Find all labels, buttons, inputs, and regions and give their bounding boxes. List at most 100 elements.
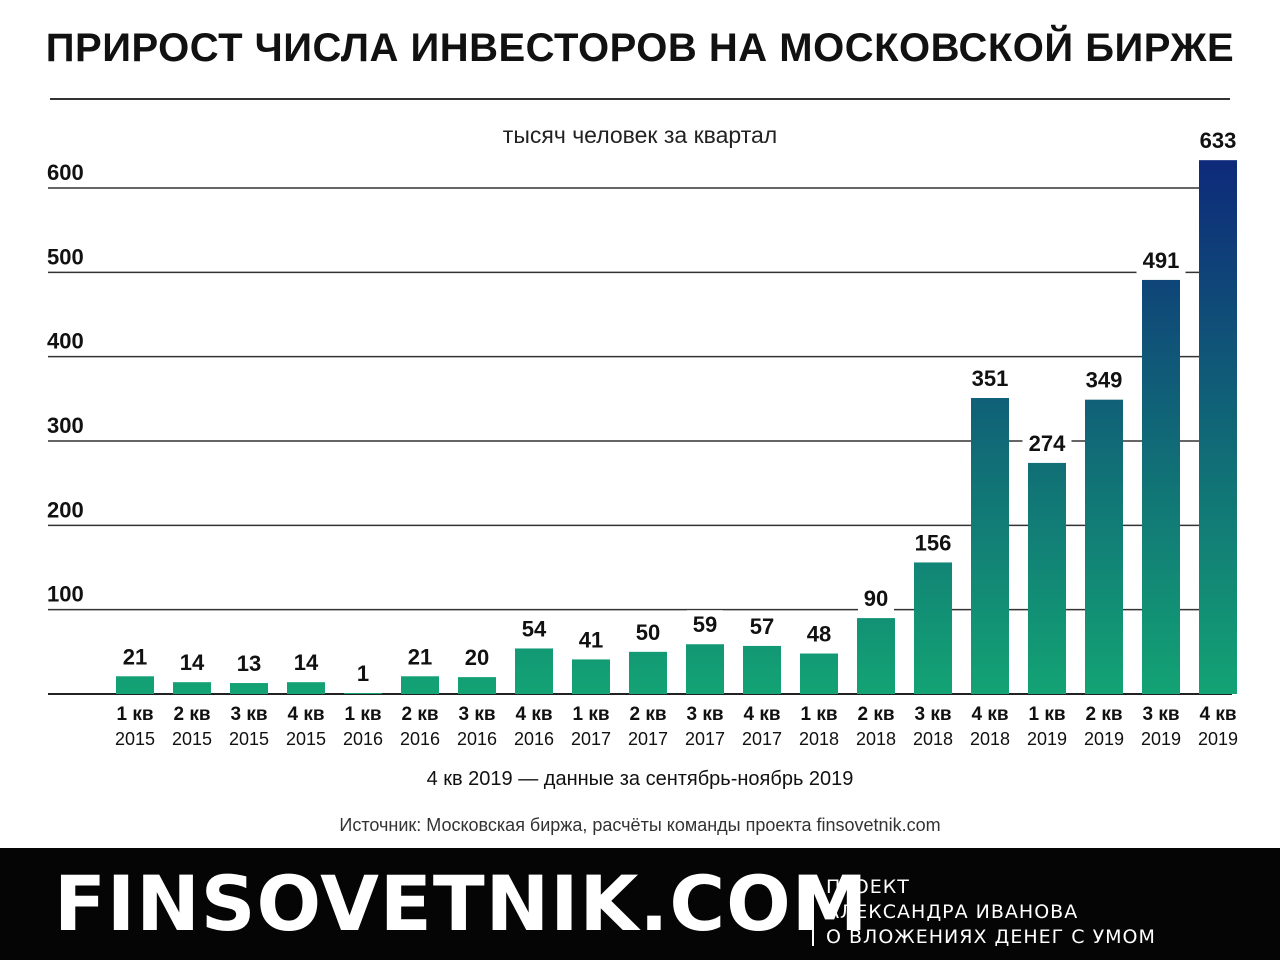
x-tick-quarter: 3 кв — [686, 704, 723, 725]
value-label-backdrop — [965, 363, 1015, 392]
value-label-backdrop — [1193, 126, 1243, 155]
bar — [743, 645, 781, 694]
x-tick-quarter: 3 кв — [1142, 704, 1179, 725]
bar — [458, 677, 496, 694]
bar-value-label: 13 — [237, 651, 261, 676]
value-label-backdrop — [351, 659, 375, 688]
value-label-backdrop — [858, 584, 894, 613]
bar — [1199, 160, 1237, 695]
x-tick-year: 2015 — [115, 729, 155, 749]
bar-value-label: 21 — [408, 644, 432, 669]
x-tick-quarter: 4 кв — [971, 704, 1008, 725]
y-axis-ticks: 100 200 300 400 500 600 — [47, 160, 84, 607]
bar-value-label: 14 — [180, 650, 205, 675]
bar-value-label: 54 — [522, 616, 547, 641]
x-tick-year: 2018 — [970, 729, 1010, 749]
value-label-backdrop — [1022, 428, 1072, 457]
value-label-backdrop — [459, 643, 495, 672]
brand-logo-text: FINSOVETNIK.COM — [54, 859, 869, 948]
x-tick-quarter: 4 кв — [743, 704, 780, 725]
bar — [629, 651, 667, 694]
x-tick-quarter: 2 кв — [173, 704, 210, 725]
value-label-backdrop — [630, 617, 666, 646]
x-tick-quarter: 1 кв — [800, 704, 837, 725]
x-tick-quarter: 1 кв — [116, 704, 153, 725]
y-tick-label: 100 — [47, 582, 84, 607]
x-tick-year: 2016 — [514, 729, 554, 749]
bar — [971, 397, 1009, 694]
x-tick-quarter: 4 кв — [515, 704, 552, 725]
x-tick-year: 2015 — [172, 729, 212, 749]
x-tick-year: 2018 — [856, 729, 896, 749]
bar-value-label: 41 — [579, 627, 603, 652]
y-tick-label: 500 — [47, 244, 84, 269]
x-tick-year: 2019 — [1084, 729, 1124, 749]
x-tick-year: 2018 — [799, 729, 839, 749]
bar — [401, 676, 439, 694]
bar-value-label: 21 — [123, 644, 147, 669]
value-label-backdrop — [516, 614, 552, 643]
bar — [857, 618, 895, 694]
bar-value-label: 50 — [636, 620, 660, 645]
q4-footnote: 4 кв 2019 — данные за сентябрь-ноябрь 20… — [426, 768, 854, 790]
value-label-backdrop — [908, 528, 958, 557]
x-tick-quarter: 2 кв — [1085, 704, 1122, 725]
x-axis-labels: 1 кв 2015 2 кв 2015 3 кв 2015 4 кв 2015 1 кв 2016… — [115, 704, 1238, 749]
x-tick-year: 2016 — [400, 729, 440, 749]
bar — [1028, 462, 1066, 694]
project-tagline: ПРОЕКТ АЛЕКСАНДРА ИВАНОВА О ВЛОЖЕНИЯХ ДЕ… — [812, 870, 1280, 950]
x-tick-quarter: 3 кв — [914, 704, 951, 725]
value-label-backdrop — [174, 648, 210, 677]
x-tick-quarter: 3 кв — [458, 704, 495, 725]
bar-value-label: 20 — [465, 645, 489, 670]
bar-value-label: 57 — [750, 614, 774, 639]
bar — [344, 693, 382, 694]
x-tick-year: 2019 — [1027, 729, 1067, 749]
x-tick-year: 2019 — [1198, 729, 1238, 749]
bar-value-label: 90 — [864, 586, 888, 611]
x-tick-quarter: 2 кв — [629, 704, 666, 725]
bar — [1085, 399, 1123, 694]
bar-value-label: 633 — [1200, 128, 1237, 153]
tagline-line-1: ПРОЕКТ — [826, 876, 910, 898]
value-label-backdrop — [117, 642, 153, 671]
bar — [287, 682, 325, 694]
x-tick-year: 2016 — [343, 729, 383, 749]
value-label-backdrop — [1136, 245, 1186, 274]
x-tick-year: 2017 — [571, 729, 611, 749]
tagline-line-3: О ВЛОЖЕНИЯХ ДЕНЕГ С УМОМ — [826, 926, 1156, 948]
x-tick-year: 2015 — [286, 729, 326, 749]
value-label-backdrop — [1079, 365, 1129, 394]
bar-value-label: 48 — [807, 622, 831, 647]
bar — [572, 659, 610, 694]
bars: 21 14 13 14 1 21 20 54 41 50 59 57 48 90 156 351 274 349 4… — [116, 126, 1243, 695]
x-tick-quarter: 2 кв — [857, 704, 894, 725]
value-label-backdrop — [231, 649, 267, 678]
bar-value-label: 14 — [294, 650, 319, 675]
footer-banner — [0, 848, 1280, 960]
value-label-backdrop — [744, 611, 780, 640]
bar — [116, 676, 154, 694]
tagline-divider — [812, 876, 814, 946]
bar — [800, 653, 838, 694]
x-tick-year: 2017 — [628, 729, 668, 749]
value-label-backdrop — [402, 642, 438, 671]
x-tick-quarter: 3 кв — [230, 704, 267, 725]
value-label-backdrop — [687, 610, 723, 639]
y-tick-label: 200 — [47, 497, 84, 522]
x-tick-quarter: 1 кв — [572, 704, 609, 725]
y-tick-label: 600 — [47, 160, 84, 185]
bar-value-label: 349 — [1086, 368, 1123, 393]
x-tick-year: 2019 — [1141, 729, 1181, 749]
x-tick-year: 2015 — [229, 729, 269, 749]
x-tick-quarter: 4 кв — [1199, 704, 1236, 725]
bar-value-label: 491 — [1143, 248, 1180, 273]
chart-title: ПРИРОСТ ЧИСЛА ИНВЕСТОРОВ НА МОСКОВСКОЙ Б… — [45, 26, 1235, 70]
bar — [230, 683, 268, 694]
value-label-backdrop — [573, 625, 609, 654]
bar — [686, 644, 724, 694]
x-tick-quarter: 4 кв — [287, 704, 324, 725]
bar-value-label: 1 — [357, 661, 369, 686]
tagline-line-2: АЛЕКСАНДРА ИВАНОВА — [826, 901, 1079, 923]
bar — [1142, 279, 1180, 694]
